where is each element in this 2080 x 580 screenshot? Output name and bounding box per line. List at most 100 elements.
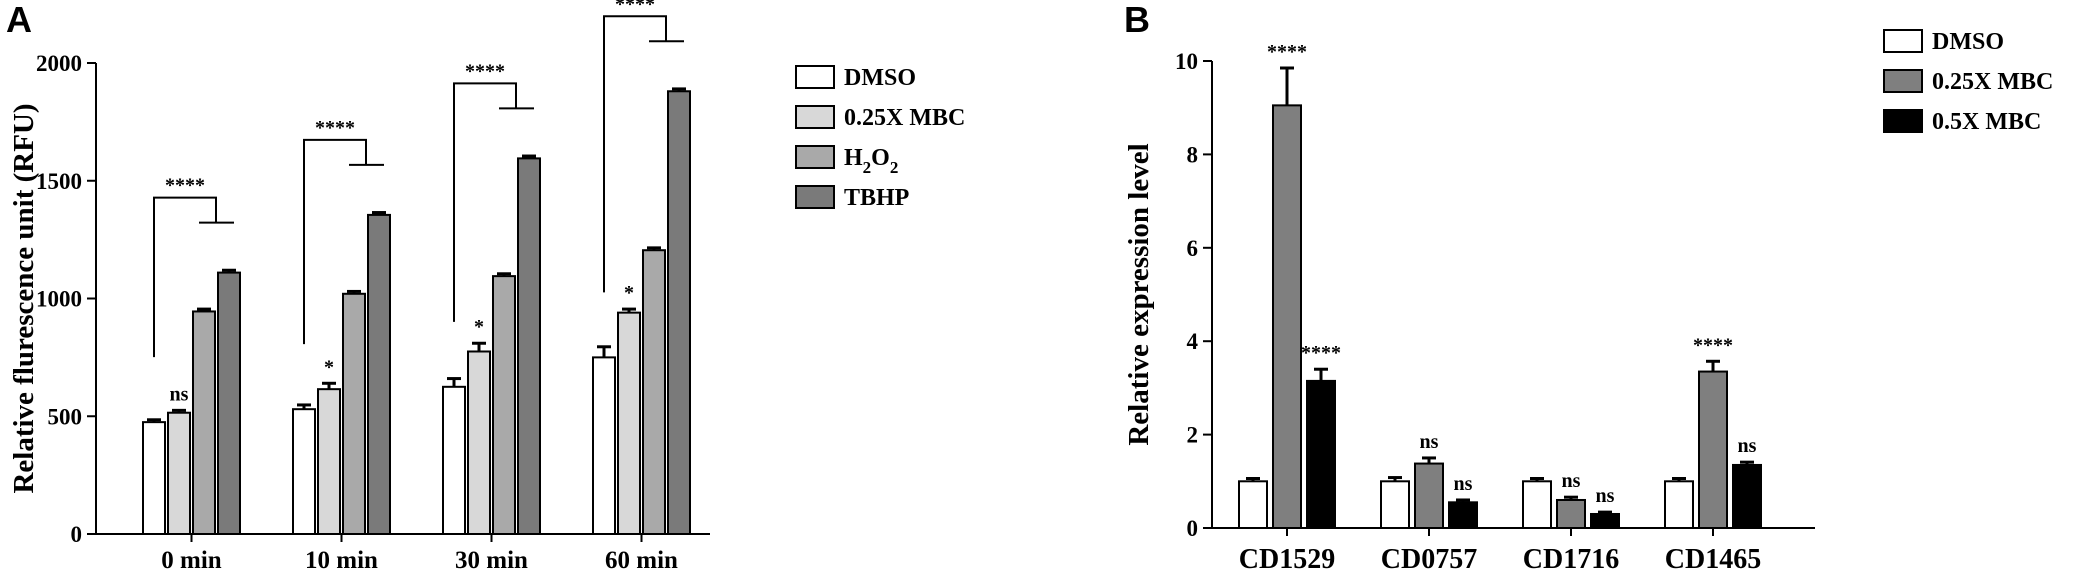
- legend-label-main-2: O: [871, 145, 890, 171]
- bar: [442, 385, 466, 535]
- bracket-significance-label: ****: [165, 175, 205, 197]
- bar: [367, 213, 391, 536]
- comparison-bracket: [153, 196, 217, 358]
- x-category-label: 10 min: [305, 547, 378, 574]
- legend-label: 0.5X MBC: [1932, 109, 2041, 135]
- legend-label-subscript: 2: [863, 158, 872, 177]
- x-category-label: CD1465: [1665, 544, 1761, 575]
- legend-swatch: [795, 65, 835, 89]
- significance-label: ns: [1562, 470, 1581, 492]
- significance-label: ns: [170, 383, 189, 405]
- y-tick-label: 0: [1187, 516, 1199, 541]
- bar: [317, 388, 341, 536]
- legend-label-main: TBHP: [844, 185, 909, 211]
- bar: [1448, 501, 1478, 530]
- bar: [342, 292, 366, 536]
- legend-swatch: [795, 145, 835, 169]
- x-category-label: CD1716: [1523, 544, 1619, 575]
- bar: [167, 411, 191, 535]
- legend-label-main: H: [844, 145, 863, 171]
- legend-label: TBHP: [844, 185, 909, 211]
- bracket-significance-label: ****: [615, 0, 655, 15]
- y-axis-label: Relative flurescence unit (RFU): [8, 103, 40, 493]
- bar: [1732, 463, 1762, 529]
- legend-label: DMSO: [844, 65, 916, 91]
- bar: [1698, 370, 1728, 529]
- bar: [1664, 480, 1694, 529]
- significance-label: *: [324, 356, 334, 378]
- comparison-bracket: [303, 138, 367, 345]
- y-tick-label: 500: [48, 404, 83, 429]
- bar: [1556, 498, 1586, 530]
- legend-label-main: 0.5X MBC: [1932, 109, 2041, 135]
- y-tick-label: 8: [1187, 142, 1199, 167]
- legend-label-main: 0.25X MBC: [844, 105, 965, 131]
- x-category-label: 0 min: [161, 547, 222, 574]
- x-category-label: 60 min: [605, 547, 678, 574]
- bar: [142, 421, 166, 536]
- y-tick-label: 6: [1187, 236, 1199, 261]
- significance-label: ns: [1738, 435, 1757, 457]
- y-tick-label: 2000: [36, 51, 82, 76]
- y-tick-label: 1500: [36, 169, 82, 194]
- bar: [1522, 480, 1552, 529]
- bar: [642, 249, 666, 535]
- y-tick-label: 4: [1187, 329, 1199, 354]
- y-axis-label: Relative expression level: [1123, 143, 1155, 445]
- significance-label: ****: [1693, 334, 1733, 356]
- bar: [617, 311, 641, 535]
- bar: [592, 356, 616, 535]
- legend-swatch: [1883, 29, 1923, 53]
- legend-label: DMSO: [1932, 29, 2004, 55]
- legend-label-main: DMSO: [844, 65, 916, 91]
- bar: [467, 350, 491, 535]
- significance-label: *: [624, 282, 634, 304]
- bar: [1380, 480, 1410, 529]
- bar: [217, 271, 241, 535]
- bar: [1272, 104, 1302, 530]
- legend-label-subscript-2: 2: [890, 158, 899, 177]
- bar: [1590, 512, 1620, 529]
- x-category-label: CD1529: [1239, 544, 1335, 575]
- legend-label: 0.25X MBC: [1932, 69, 2053, 95]
- y-tick-label: 10: [1175, 49, 1198, 74]
- bracket-significance-label: ****: [315, 117, 355, 139]
- bar: [667, 90, 691, 535]
- legend-label: H2O2: [844, 145, 898, 177]
- panel-a-letter: A: [6, 0, 32, 40]
- legend-swatch: [795, 105, 835, 129]
- comparison-bracket: [453, 82, 517, 322]
- legend-label-main: 0.25X MBC: [1932, 69, 2053, 95]
- bar: [192, 310, 216, 536]
- significance-label: ns: [1454, 473, 1473, 495]
- legend-b: DMSO 0.25X MBC 0.5X MBC: [1883, 29, 2053, 135]
- legend-swatch: [1883, 69, 1923, 93]
- y-tick-label: 0: [71, 522, 83, 547]
- legend-swatch: [795, 185, 835, 209]
- x-category-label: 30 min: [455, 547, 528, 574]
- y-tick-label: 1000: [36, 287, 82, 312]
- chart-b: 0 2 4 6 8 10 Relative expression level CD1529 CD…: [1123, 41, 1815, 575]
- significance-label: ****: [1267, 41, 1307, 63]
- significance-label: *: [474, 316, 484, 338]
- legend-label: 0.25X MBC: [844, 105, 965, 131]
- bar: [1238, 480, 1268, 529]
- y-tick-label: 2: [1187, 423, 1199, 448]
- legend-swatch: [1883, 109, 1923, 133]
- x-category-label: CD0757: [1381, 544, 1477, 575]
- legend-label-main: DMSO: [1932, 29, 2004, 55]
- bar: [1414, 462, 1444, 529]
- significance-label: ns: [1596, 485, 1615, 507]
- bar: [292, 408, 316, 535]
- bar: [517, 157, 541, 535]
- significance-label: ****: [1301, 342, 1341, 364]
- bracket-significance-label: ****: [465, 60, 505, 82]
- bar: [1306, 379, 1336, 529]
- significance-label: ns: [1420, 431, 1439, 453]
- chart-a: 0 500 1000 1500 2000 Relative flurescence uni…: [8, 0, 710, 574]
- panel-b-letter: B: [1124, 0, 1150, 40]
- comparison-bracket: [603, 15, 667, 293]
- bar: [492, 275, 516, 535]
